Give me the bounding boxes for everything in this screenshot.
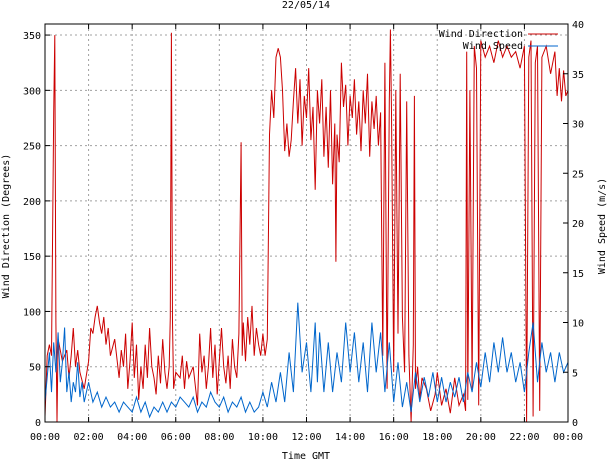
- y2-tick-label: 0: [572, 418, 578, 429]
- x-tick-label: 08:00: [204, 432, 234, 443]
- y-tick-label: 250: [23, 142, 41, 153]
- y2-tick-label: 25: [572, 169, 584, 180]
- y-tick-label: 0: [35, 418, 41, 429]
- y2-tick-label: 5: [572, 368, 578, 379]
- x-tick-label: 02:00: [74, 432, 104, 443]
- x-tick-labels: 00:00 02:00 04:00 06:00 08:00 10:00 12:00 14:00…: [30, 432, 583, 443]
- y-tick-label: 350: [23, 31, 41, 42]
- x-tick-label: 16:00: [379, 432, 409, 443]
- legend-label-wind-direction: Wind Direction: [439, 29, 523, 40]
- x-tick-label: 00:00: [30, 432, 60, 443]
- y-tick-label: 200: [23, 197, 41, 208]
- x-tick-label: 12:00: [291, 432, 321, 443]
- y2-tick-label: 20: [572, 219, 584, 230]
- y-tick-label: 50: [29, 363, 41, 374]
- x-tick-label: 04:00: [117, 432, 147, 443]
- x-tick-label: 20:00: [466, 432, 496, 443]
- x-tick-label: 06:00: [161, 432, 191, 443]
- y-tick-label: 300: [23, 86, 41, 97]
- x-tick-label: 22:00: [509, 432, 539, 443]
- x-tick-label: 18:00: [422, 432, 452, 443]
- y2-tick-label: 10: [572, 319, 584, 330]
- x-tick-label: 10:00: [248, 432, 278, 443]
- y-tick-label: 100: [23, 307, 41, 318]
- y2-tick-label: 15: [572, 269, 584, 280]
- y-axis-label: Wind Direction (Degrees): [1, 154, 12, 299]
- series-line-wind-direction: [44, 29, 569, 423]
- legend: Wind Direction Wind Speed: [439, 29, 558, 52]
- y-tick-label: 150: [23, 252, 41, 263]
- y2-tick-labels: 0 5 10 15 20 25 30 35 40: [572, 20, 584, 429]
- series-line-wind-speed: [44, 302, 569, 419]
- y2-tick-label: 40: [572, 20, 584, 31]
- x-axis-label: Time GMT: [282, 451, 330, 459]
- x-tick-label: 14:00: [335, 432, 365, 443]
- chart-title: 22/05/14: [282, 0, 330, 11]
- y-tick-labels: 0 50 100 150 200 250 300 350: [23, 31, 41, 429]
- y2-tick-label: 30: [572, 120, 584, 131]
- series-layer: [44, 29, 569, 423]
- legend-label-wind-speed: Wind Speed: [463, 41, 523, 52]
- tick-marks: [44, 23, 569, 423]
- x-tick-label: 00:00: [553, 432, 583, 443]
- y2-tick-label: 35: [572, 70, 584, 81]
- y2-axis-label: Wind Speed (m/s): [597, 178, 608, 274]
